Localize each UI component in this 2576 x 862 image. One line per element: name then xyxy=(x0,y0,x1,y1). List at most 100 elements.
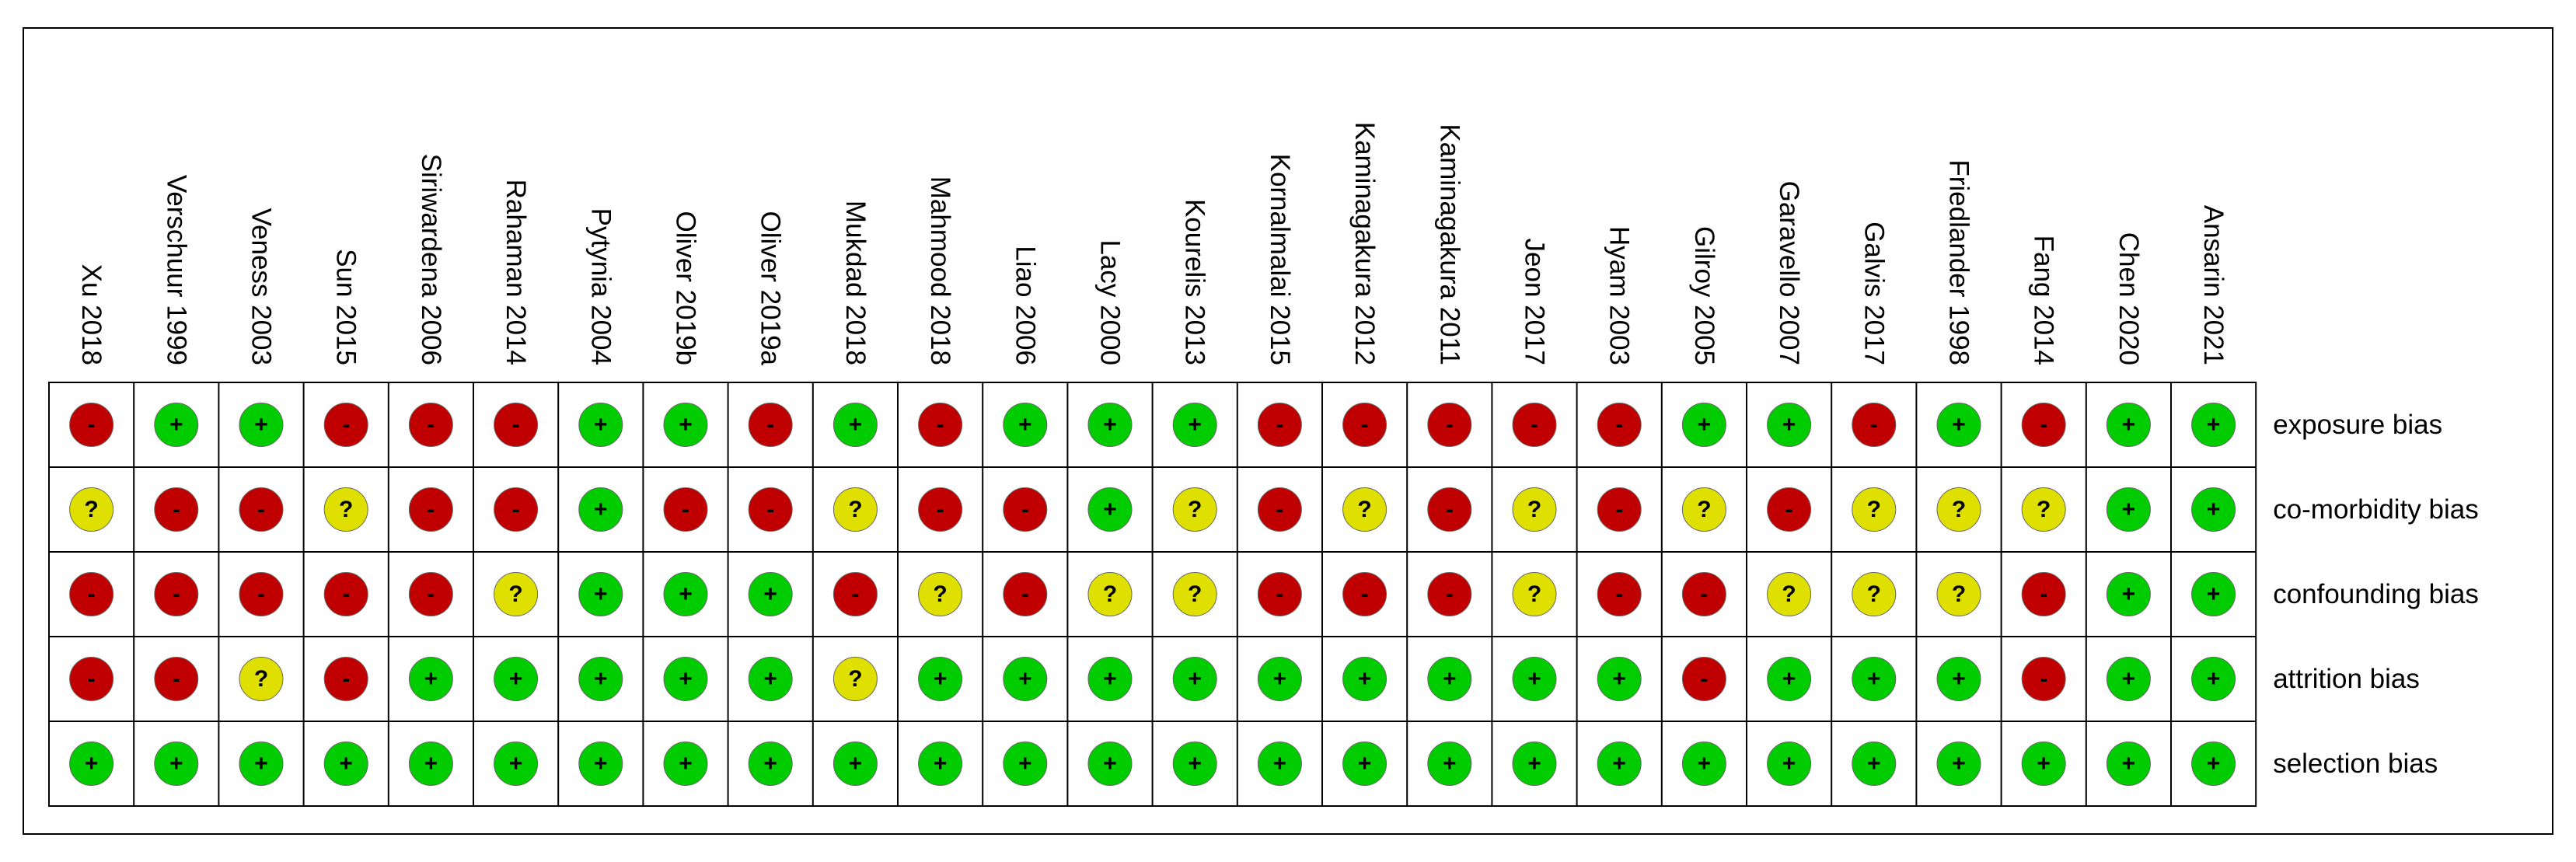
judgment-circle xyxy=(578,572,623,616)
judgment-symbol: ? xyxy=(1952,497,1966,522)
judgment-circle xyxy=(832,487,878,532)
judgment-circle xyxy=(1257,487,1302,532)
judgment-symbol: - xyxy=(173,497,180,522)
judgment-symbol: ? xyxy=(1527,581,1541,607)
judgment-symbol: + xyxy=(1782,666,1796,692)
judgment-circle xyxy=(1003,657,1048,701)
judgment-symbol: + xyxy=(849,412,863,438)
judgment-circle xyxy=(1342,657,1387,701)
judgment-circle xyxy=(323,403,368,447)
judgment-symbol: ? xyxy=(1697,497,1711,522)
domain-label: attrition bias xyxy=(2273,664,2420,694)
judgment-symbol: ? xyxy=(1103,581,1117,607)
judgment-circle xyxy=(1087,742,1133,786)
judgment-symbol: ? xyxy=(1867,497,1881,522)
judgment-circle xyxy=(748,572,793,616)
judgment-circle xyxy=(69,742,114,786)
judgment-circle xyxy=(832,572,878,616)
judgment-symbol: - xyxy=(1785,497,1793,522)
domain-label: selection bias xyxy=(2273,749,2438,779)
judgment-symbol: + xyxy=(509,666,523,692)
judgment-circle xyxy=(1767,487,1812,532)
study-label: Kourelis 2013 xyxy=(1180,199,1210,365)
judgment-circle xyxy=(1597,403,1642,447)
judgment-circle xyxy=(1342,742,1387,786)
judgment-circle xyxy=(323,572,368,616)
judgment-symbol: - xyxy=(342,581,350,607)
judgment-circle xyxy=(1342,572,1387,616)
judgment-symbol: - xyxy=(1276,581,1283,607)
judgment-circle xyxy=(239,742,284,786)
study-label: Fang 2014 xyxy=(2029,236,2059,365)
judgment-symbol: + xyxy=(1782,412,1796,438)
judgment-circle xyxy=(1936,487,1981,532)
study-label: Gilroy 2005 xyxy=(1689,226,1719,365)
judgment-symbol: ? xyxy=(848,666,862,692)
judgment-symbol: + xyxy=(1188,666,1202,692)
judgment-symbol: - xyxy=(342,412,350,438)
judgment-circle xyxy=(1597,572,1642,616)
judgment-symbol: - xyxy=(2040,412,2047,438)
judgment-symbol: - xyxy=(88,666,96,692)
judgment-circle xyxy=(2106,403,2151,447)
judgment-circle xyxy=(239,403,284,447)
judgment-circle xyxy=(494,487,539,532)
judgment-symbol: - xyxy=(766,497,774,522)
judgment-symbol: + xyxy=(1358,666,1372,692)
judgment-circle xyxy=(1172,742,1217,786)
judgment-symbol: + xyxy=(2037,751,2051,776)
judgment-circle xyxy=(1003,403,1048,447)
judgment-circle xyxy=(1852,403,1897,447)
study-label: Pytynia 2004 xyxy=(585,208,616,365)
judgment-circle xyxy=(323,742,368,786)
judgment-circle xyxy=(1852,657,1897,701)
judgment-symbol: - xyxy=(512,497,520,522)
judgment-symbol: - xyxy=(682,497,689,522)
judgment-circle xyxy=(1936,657,1981,701)
judgment-symbol: + xyxy=(594,497,608,522)
judgment-circle xyxy=(1172,657,1217,701)
judgment-symbol: + xyxy=(2207,412,2221,438)
judgment-circle xyxy=(154,657,199,701)
judgment-circle xyxy=(2191,487,2236,532)
judgment-symbol: + xyxy=(169,412,183,438)
study-label: Oliver 2019a xyxy=(756,211,786,366)
judgment-circle xyxy=(154,742,199,786)
study-label: Kaminagakura 2011 xyxy=(1434,124,1464,365)
judgment-circle xyxy=(1342,487,1387,532)
judgment-symbol: + xyxy=(169,751,183,776)
judgment-circle xyxy=(408,742,453,786)
judgment-circle xyxy=(1512,742,1557,786)
judgment-symbol: + xyxy=(1698,751,1712,776)
judgment-symbol: + xyxy=(1018,412,1032,438)
judgment-symbol: - xyxy=(1615,412,1623,438)
judgment-symbol: + xyxy=(2207,666,2221,692)
judgment-symbol: + xyxy=(2207,497,2221,522)
judgment-circle xyxy=(2106,657,2151,701)
judgment-symbol: + xyxy=(594,581,608,607)
judgment-symbol: - xyxy=(937,497,944,522)
judgment-symbol: + xyxy=(2122,751,2136,776)
study-label: Galvis 2017 xyxy=(1859,222,1889,365)
judgment-circle xyxy=(1597,742,1642,786)
judgment-symbol: + xyxy=(1527,751,1541,776)
judgment-symbol: + xyxy=(1103,666,1117,692)
judgment-circle xyxy=(154,487,199,532)
judgment-symbol: ? xyxy=(1188,581,1202,607)
judgment-symbol: + xyxy=(1443,751,1457,776)
judgment-symbol: - xyxy=(1615,497,1623,522)
judgment-symbol: + xyxy=(763,581,777,607)
judgment-circle xyxy=(2191,572,2236,616)
judgment-circle xyxy=(1852,742,1897,786)
judgment-symbol: + xyxy=(1527,666,1541,692)
judgment-circle xyxy=(832,742,878,786)
judgment-circle xyxy=(1172,487,1217,532)
judgment-symbol: - xyxy=(257,581,265,607)
judgment-symbol: + xyxy=(509,751,523,776)
judgment-symbol: + xyxy=(1612,751,1626,776)
judgment-symbol: - xyxy=(173,581,180,607)
judgment-circle xyxy=(494,403,539,447)
judgment-symbol: - xyxy=(937,412,944,438)
judgment-symbol: ? xyxy=(1782,581,1796,607)
judgment-circle xyxy=(239,657,284,701)
